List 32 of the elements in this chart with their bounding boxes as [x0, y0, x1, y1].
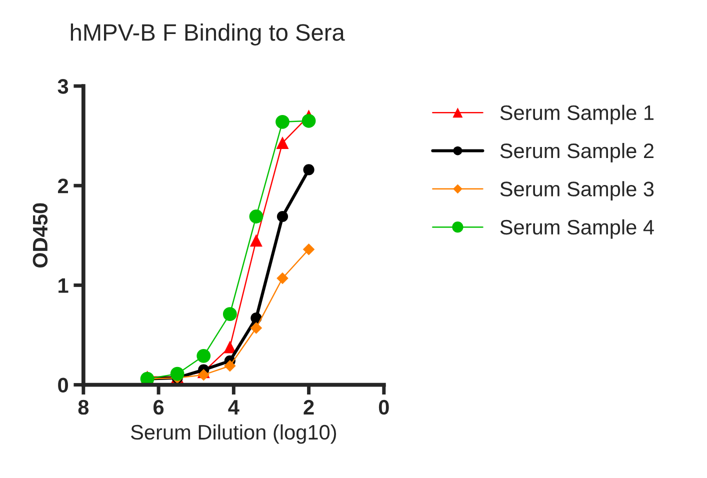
x-tick-label: 0	[378, 400, 389, 415]
x-tick-label: 4	[228, 400, 240, 414]
point	[276, 272, 288, 284]
point	[222, 307, 237, 322]
y-axis-title: OD450	[32, 203, 48, 268]
legend-label: Serum Sample 4	[500, 219, 654, 239]
point	[224, 340, 236, 354]
point	[198, 368, 210, 381]
legend-label: Serum Sample 1	[500, 104, 654, 124]
point	[276, 210, 288, 222]
point	[250, 322, 262, 334]
chart-title: hMPV-B F Binding to Sera	[70, 24, 345, 46]
y-tick-label: 0	[58, 378, 68, 393]
point	[276, 136, 289, 150]
point	[276, 114, 290, 129]
x-tick-label: 6	[154, 400, 164, 415]
legend-label: Serum Sample 2	[500, 142, 654, 162]
point	[196, 348, 211, 363]
x-tick-label: 8	[78, 400, 89, 415]
point	[302, 114, 316, 128]
y-tick-label: 3	[58, 79, 68, 94]
point	[224, 360, 236, 372]
legend-label: Serum Sample 3	[500, 181, 654, 201]
point	[303, 164, 314, 176]
x-axis-title: Serum Dilution (log10)	[130, 424, 336, 444]
y-tick-label: 2	[58, 178, 68, 194]
point	[170, 366, 184, 381]
point	[249, 210, 264, 224]
x-tick-label: 2	[304, 400, 314, 414]
y-tick-label: 1	[58, 278, 68, 293]
point	[250, 234, 262, 247]
point	[302, 243, 315, 256]
